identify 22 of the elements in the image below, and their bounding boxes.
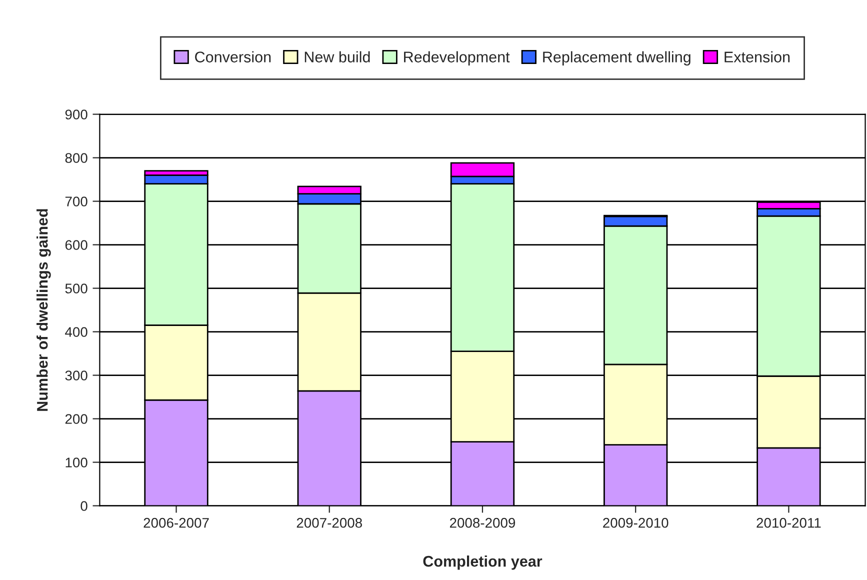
y-tick-label: 200 bbox=[65, 414, 88, 424]
x-tick-label: 2009-2010 bbox=[603, 518, 668, 528]
x-tick-label: 2010-2011 bbox=[756, 518, 821, 528]
y-tick-label: 400 bbox=[65, 327, 88, 337]
y-tick-label: 500 bbox=[65, 284, 88, 294]
x-tick-label: 2007-2008 bbox=[296, 518, 362, 528]
x-tick-label: 2008-2009 bbox=[450, 518, 516, 528]
x-tick-label: 2006-2007 bbox=[144, 518, 209, 528]
x-axis-title: Completion year bbox=[423, 556, 542, 570]
y-tick-label: 100 bbox=[66, 458, 88, 468]
y-axis-title: Number of dwellings gained bbox=[36, 209, 51, 411]
legend-label: New build bbox=[304, 51, 370, 62]
y-tick-label: 600 bbox=[65, 240, 88, 250]
legend-label: Replacement dwelling bbox=[543, 51, 690, 66]
y-tick-label: 800 bbox=[65, 153, 88, 163]
legend-label: Extension bbox=[724, 51, 790, 62]
y-tick-label: 300 bbox=[65, 370, 88, 380]
legend-label: Redevelopment bbox=[404, 51, 510, 66]
y-tick-label: 0 bbox=[80, 501, 88, 511]
y-tick-label: 900 bbox=[65, 110, 88, 120]
y-tick-label: 700 bbox=[65, 196, 88, 206]
legend-label: Conversion bbox=[195, 51, 271, 62]
